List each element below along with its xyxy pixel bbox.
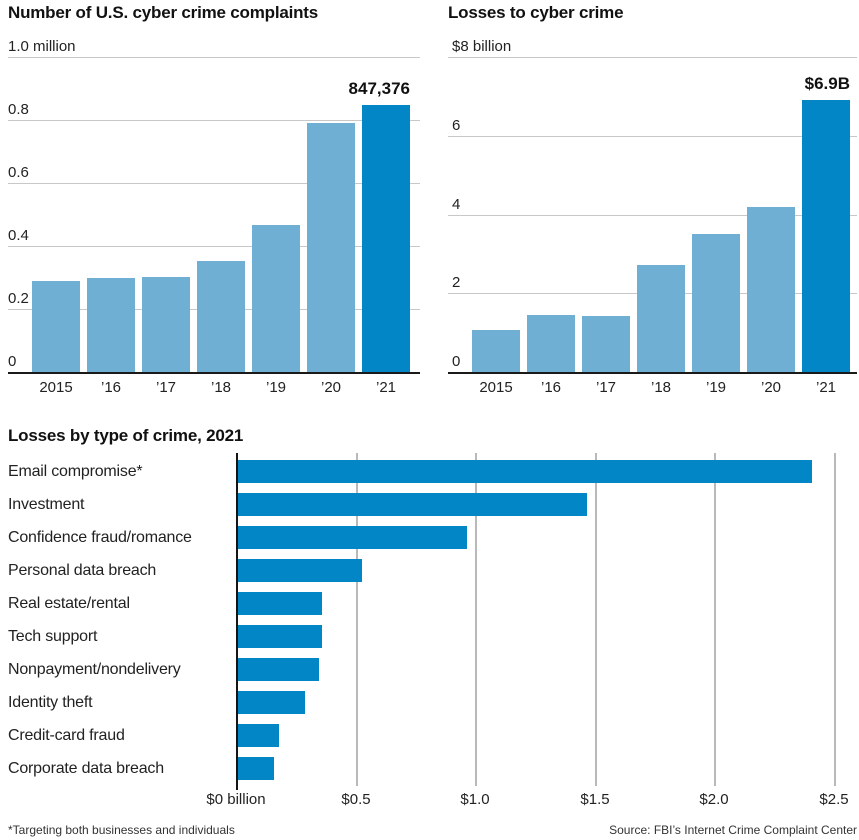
bar-’19 xyxy=(252,225,300,372)
x-tick-label: ’18 xyxy=(210,379,232,396)
bar-Nonpayment/nondelivery xyxy=(238,658,319,681)
bar-’18 xyxy=(197,261,245,372)
bar-’19 xyxy=(692,234,740,372)
y-tick-label: 0.6 xyxy=(8,164,29,181)
x-tick-label: $1.0 xyxy=(460,791,490,808)
y-tick-label: $8 billion xyxy=(452,38,512,55)
source-credit: Source: FBI’s Internet Crime Complaint C… xyxy=(609,823,857,837)
category-label: Investment xyxy=(8,496,85,513)
x-tick-label: $0.5 xyxy=(341,791,371,808)
bar-Credit-card fraud xyxy=(238,724,279,747)
y-axis-line xyxy=(236,453,238,790)
bar-’17 xyxy=(582,316,630,372)
bar-’16 xyxy=(527,315,575,372)
x-axis-line xyxy=(448,372,857,374)
bar-Personal data breach xyxy=(238,559,362,582)
x-tick-label: ’20 xyxy=(320,379,342,396)
category-label: Tech support xyxy=(8,628,98,645)
x-tick-label: $1.5 xyxy=(580,791,610,808)
x-tick-label: ’20 xyxy=(760,379,782,396)
gridline-x-2 xyxy=(714,453,716,786)
chart-losses-by-type-title: Losses by type of crime, 2021 xyxy=(8,426,244,445)
y-tick-label: 0 xyxy=(452,353,461,370)
bar-Tech support xyxy=(238,625,322,648)
gridline-y-1 xyxy=(8,57,420,58)
x-tick-label: $0 billion xyxy=(206,791,266,808)
category-label: Email compromise* xyxy=(8,463,143,480)
chart-losses: Losses to cyber crime $8 billion 6 4 2 0 2015… xyxy=(448,0,857,410)
bar-2015 xyxy=(472,330,520,372)
x-tick-label: ’16 xyxy=(540,379,562,396)
bar-’16 xyxy=(87,278,135,372)
y-tick-label: 0.2 xyxy=(8,290,29,307)
bar-’17 xyxy=(142,277,190,372)
bar-Confidence fraud/romance xyxy=(238,526,467,549)
chart-losses-by-type: Losses by type of crime, 2021 *Targeting… xyxy=(0,412,859,840)
category-label: Credit-card fraud xyxy=(8,727,125,744)
y-tick-label: 4 xyxy=(452,196,461,213)
footnote: *Targeting both businesses and individua… xyxy=(8,823,235,837)
bar-’20 xyxy=(307,123,355,372)
bar-Real estate/rental xyxy=(238,592,322,615)
bar-Email compromise* xyxy=(238,460,812,483)
gridline-y-0.6 xyxy=(8,183,420,184)
category-label: Identity theft xyxy=(8,694,93,711)
gridline-x-0.5 xyxy=(356,453,358,786)
x-tick-label: ’16 xyxy=(100,379,122,396)
gridline-x-1.5 xyxy=(595,453,597,786)
bar-2015 xyxy=(32,281,80,372)
category-label: Confidence fraud/romance xyxy=(8,529,192,546)
x-tick-label: $2.0 xyxy=(699,791,729,808)
gridline-y-4 xyxy=(448,215,857,216)
chart-complaints-title: Number of U.S. cyber crime complaints xyxy=(8,3,319,22)
gridline-y-6 xyxy=(448,136,857,137)
x-tick-label: ’18 xyxy=(650,379,672,396)
x-tick-label: ’21 xyxy=(815,379,837,396)
y-tick-label: 1.0 million xyxy=(8,38,76,55)
y-tick-label: 0.8 xyxy=(8,101,29,118)
y-tick-label: 2 xyxy=(452,274,461,291)
x-tick-label: ’17 xyxy=(155,379,177,396)
x-axis-line xyxy=(8,372,420,374)
bar-’21 xyxy=(802,100,850,372)
bar-Investment xyxy=(238,493,587,516)
bar-’21 xyxy=(362,105,410,372)
bar-Corporate data breach xyxy=(238,757,274,780)
chart-losses-title: Losses to cyber crime xyxy=(448,3,624,22)
x-tick-label: ’21 xyxy=(375,379,397,396)
gridline-y-8 xyxy=(448,57,857,58)
x-tick-label: 2015 xyxy=(39,379,73,396)
gridline-x-1 xyxy=(475,453,477,786)
last-bar-value-label: 847,376 xyxy=(348,79,410,98)
x-tick-label: ’19 xyxy=(265,379,287,396)
x-tick-label: ’17 xyxy=(595,379,617,396)
bar-Identity theft xyxy=(238,691,305,714)
last-bar-value-label: $6.9B xyxy=(804,74,850,93)
chart-complaints: Number of U.S. cyber crime complaints 1.… xyxy=(8,0,420,410)
bar-’20 xyxy=(747,207,795,372)
category-label: Personal data breach xyxy=(8,562,157,579)
gridline-x-2.5 xyxy=(834,453,836,786)
x-tick-label: $2.5 xyxy=(819,791,849,808)
category-label: Real estate/rental xyxy=(8,595,130,612)
category-label: Nonpayment/nondelivery xyxy=(8,661,181,678)
bar-’18 xyxy=(637,265,685,372)
y-tick-label: 6 xyxy=(452,117,461,134)
gridline-y-0.8 xyxy=(8,120,420,121)
x-tick-label: ’19 xyxy=(705,379,727,396)
category-label: Corporate data breach xyxy=(8,760,164,777)
y-tick-label: 0.4 xyxy=(8,227,29,244)
gridline-y-0.4 xyxy=(8,246,420,247)
x-tick-label: 2015 xyxy=(479,379,513,396)
y-tick-label: 0 xyxy=(8,353,17,370)
